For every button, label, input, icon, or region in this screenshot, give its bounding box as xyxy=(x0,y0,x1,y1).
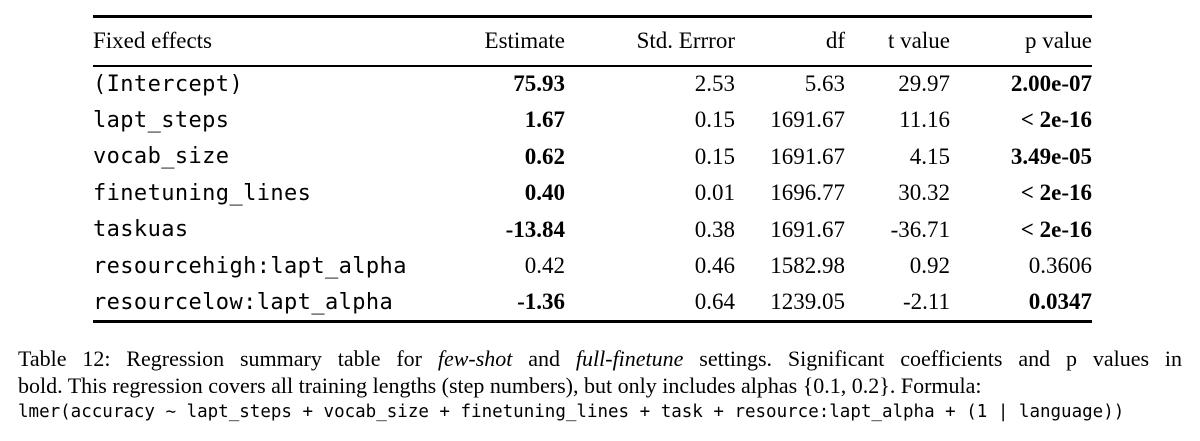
cell-df: 1691.67 xyxy=(770,143,845,169)
cell-p-value: 2.00e-07 xyxy=(1010,71,1092,97)
cell-p-value: < 2e-16 xyxy=(1020,216,1092,242)
caption-formula: lmer(accuracy ∼ lapt_steps + vocab_size … xyxy=(18,402,1125,422)
col-header-t-value: t value xyxy=(888,28,950,54)
cell-fixed-effect: lapt_steps xyxy=(93,107,230,133)
table-row: lapt_steps 1.67 0.15 1691.67 11.16 < 2e-16 xyxy=(93,102,1092,139)
regression-table-header: Fixed effects Estimate Std. Errror df t … xyxy=(93,17,1092,66)
caption-text-segment: settings. Significant coefficients and p… xyxy=(683,346,1182,371)
caption-line-1: Table 12: Regression summary table for f… xyxy=(18,346,1182,373)
cell-df: 1691.67 xyxy=(770,107,845,133)
cell-std-error: 0.15 xyxy=(694,107,735,133)
table-row: finetuning_lines 0.40 0.01 1696.77 30.32 < 2e… xyxy=(93,175,1092,212)
table-row: resourcelow:lapt_alpha -1.36 0.64 1239.05 -2… xyxy=(93,285,1092,322)
cell-estimate: 0.62 xyxy=(524,143,565,169)
cell-estimate: -1.36 xyxy=(517,289,565,314)
table-row: resourcehigh:lapt_alpha 0.42 0.46 1582.98 0.… xyxy=(93,248,1092,285)
cell-fixed-effect: vocab_size xyxy=(93,144,230,170)
cell-estimate: 0.40 xyxy=(524,180,565,206)
cell-t-value: 11.16 xyxy=(899,107,950,133)
cell-fixed-effect: resourcelow:lapt_alpha xyxy=(93,289,394,315)
col-header-df: df xyxy=(825,28,845,54)
cell-df: 5.63 xyxy=(804,71,845,97)
cell-p-value: 0.3606 xyxy=(1028,253,1092,279)
cell-t-value: 0.92 xyxy=(909,253,950,279)
cell-fixed-effect: (Intercept) xyxy=(93,71,244,97)
cell-df: 1696.77 xyxy=(770,180,845,206)
header-row: Fixed effects Estimate Std. Errror df t … xyxy=(93,17,1092,66)
cell-estimate: 0.42 xyxy=(524,253,565,279)
cell-std-error: 0.64 xyxy=(694,289,735,314)
cell-df: 1239.05 xyxy=(770,289,845,314)
cell-estimate: 1.67 xyxy=(524,107,565,133)
col-header-p-value: p value xyxy=(1024,28,1092,54)
regression-table: Fixed effects Estimate Std. Errror df t … xyxy=(93,15,1092,323)
table-caption: Table 12: Regression summary table for f… xyxy=(18,346,1182,426)
cell-fixed-effect: finetuning_lines xyxy=(93,180,312,206)
col-header-fixed-effects: Fixed effects xyxy=(93,28,213,54)
cell-t-value: 4.15 xyxy=(909,143,950,169)
cell-fixed-effect: taskuas xyxy=(93,217,189,243)
cell-p-value: 0.0347 xyxy=(1028,289,1092,314)
col-header-std-error: Std. Errror xyxy=(636,28,735,54)
cell-estimate: -13.84 xyxy=(505,216,565,242)
cell-t-value: -2.11 xyxy=(902,289,950,314)
cell-fixed-effect: resourcehigh:lapt_alpha xyxy=(93,253,407,279)
caption-italic-segment: few-shot xyxy=(437,346,513,371)
cell-std-error: 2.53 xyxy=(694,71,735,97)
cell-std-error: 0.38 xyxy=(694,216,735,242)
cell-std-error: 0.15 xyxy=(694,143,735,169)
caption-text-segment: and xyxy=(512,346,576,371)
cell-std-error: 0.01 xyxy=(694,180,735,206)
cell-t-value: 30.32 xyxy=(898,180,950,206)
caption-italic-segment: full-finetune xyxy=(575,346,684,371)
cell-std-error: 0.46 xyxy=(694,253,735,279)
regression-table-body: (Intercept) 75.93 2.53 5.63 29.97 2.00e-07 lap… xyxy=(93,66,1092,322)
table-row: (Intercept) 75.93 2.53 5.63 29.97 2.00e-07 xyxy=(93,66,1092,103)
cell-t-value: -36.71 xyxy=(890,216,950,242)
caption-text-segment: Table 12: Regression summary table for xyxy=(18,346,438,371)
col-header-estimate: Estimate xyxy=(484,28,565,54)
cell-p-value: < 2e-16 xyxy=(1020,107,1092,133)
cell-df: 1582.98 xyxy=(770,253,845,279)
cell-estimate: 75.93 xyxy=(513,71,565,97)
table-row: vocab_size 0.62 0.15 1691.67 4.15 3.49e-05 xyxy=(93,139,1092,176)
table-row: taskuas -13.84 0.38 1691.67 -36.71 < 2e-16 xyxy=(93,212,1092,249)
caption-line-2: bold. This regression covers all trainin… xyxy=(18,372,982,398)
cell-df: 1691.67 xyxy=(770,216,845,242)
cell-p-value: < 2e-16 xyxy=(1020,180,1092,206)
cell-p-value: 3.49e-05 xyxy=(1010,143,1092,169)
cell-t-value: 29.97 xyxy=(898,71,950,97)
